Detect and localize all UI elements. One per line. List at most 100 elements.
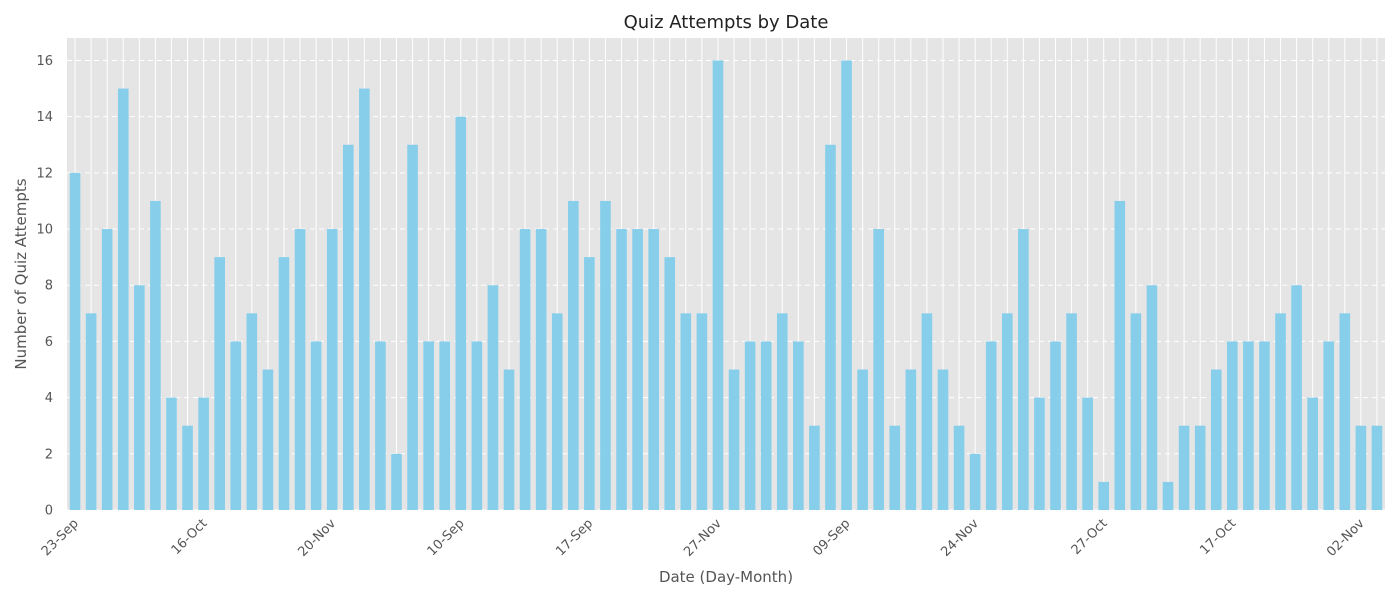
bar: [1194, 425, 1206, 510]
bar: [246, 313, 258, 510]
bar: [809, 425, 820, 510]
x-tick-label: 20-Nov: [295, 516, 339, 560]
bar: [471, 341, 483, 510]
y-tick-label: 16: [36, 54, 53, 69]
bar: [841, 60, 852, 510]
bar: [857, 369, 868, 510]
bar: [294, 229, 306, 511]
bar: [1275, 313, 1286, 510]
x-axis-label: Date (Day-Month): [659, 568, 793, 586]
bar: [150, 200, 161, 510]
x-tick-label: 02-Nov: [1324, 516, 1368, 560]
bar: [359, 88, 370, 510]
bar: [889, 425, 901, 510]
bar: [1355, 425, 1367, 510]
bar: [519, 229, 531, 511]
bar: [503, 369, 515, 510]
bar: [1034, 397, 1045, 510]
bar: [1001, 313, 1013, 510]
bar: [696, 313, 708, 510]
bar: [1146, 285, 1158, 510]
bar: [230, 341, 242, 510]
bar: [1018, 229, 1029, 511]
bar: [776, 313, 788, 510]
bar: [584, 257, 595, 510]
x-tick-label: 27-Oct: [1069, 516, 1111, 558]
bar: [487, 285, 499, 510]
bar: [101, 229, 113, 511]
x-tick-label: 23-Sep: [39, 516, 82, 559]
x-tick-label: 27-Nov: [681, 516, 725, 560]
bar: [600, 200, 611, 510]
bar: [632, 229, 643, 511]
y-tick-label: 4: [45, 391, 53, 406]
y-tick-label: 14: [36, 110, 53, 125]
bar: [407, 144, 418, 510]
bar: [728, 369, 740, 510]
bar: [985, 341, 997, 510]
bar: [873, 229, 884, 511]
bar: [214, 257, 225, 510]
bar: [423, 341, 434, 510]
bar: [905, 369, 917, 510]
bar: [921, 313, 933, 510]
bar: [1339, 313, 1351, 510]
bar: [712, 60, 724, 510]
bar: [1178, 425, 1190, 510]
bar: [117, 88, 129, 510]
bar: [1114, 200, 1126, 510]
x-tick-label: 17-Sep: [553, 516, 596, 559]
bar: [182, 425, 193, 510]
bar: [1371, 425, 1383, 510]
bar: [551, 313, 563, 510]
bar: [760, 341, 772, 510]
bar: [85, 313, 97, 510]
bar: [937, 369, 949, 510]
y-axis-ticks: 0 2 4 6 8 10 12 14 16: [36, 54, 53, 519]
bar: [680, 313, 692, 510]
bar: [342, 144, 354, 510]
bar: [198, 397, 209, 510]
x-tick-label: 09-Sep: [810, 516, 853, 559]
x-axis-ticks: 23-Sep 16-Oct 20-Nov 10-Sep 17-Sep 27-Nov 09-S…: [39, 516, 1368, 560]
bar: [1130, 313, 1142, 510]
bar: [1227, 341, 1238, 510]
bar: [166, 397, 177, 510]
bar: [1243, 341, 1254, 510]
bar: [664, 257, 676, 510]
y-tick-label: 6: [45, 335, 53, 350]
bar: [1050, 341, 1061, 510]
bar: [616, 229, 627, 511]
bar: [648, 229, 659, 511]
x-tick-label: 17-Oct: [1197, 516, 1239, 558]
y-tick-label: 10: [36, 223, 53, 238]
bar: [326, 229, 338, 511]
x-tick-label: 10-Sep: [425, 516, 468, 559]
y-tick-label: 0: [45, 504, 53, 519]
bar: [262, 369, 274, 510]
bar: [391, 453, 402, 510]
bar: [1259, 341, 1270, 510]
bar: [1210, 369, 1222, 510]
bar: [1291, 285, 1302, 510]
bar: [1082, 397, 1093, 510]
bar: [134, 285, 145, 510]
bar: [439, 341, 451, 510]
y-tick-label: 12: [36, 166, 53, 181]
bar: [375, 341, 386, 510]
bar: [568, 200, 579, 510]
bar: [1066, 313, 1077, 510]
bar: [535, 229, 547, 511]
bar: [1307, 397, 1318, 510]
bar: [69, 172, 81, 511]
bar: [793, 341, 804, 510]
bar: [310, 341, 322, 510]
bar: [953, 425, 965, 510]
bar: [455, 116, 467, 511]
bar: [744, 341, 756, 510]
y-axis-label: Number of Quiz Attempts: [12, 178, 30, 369]
y-tick-label: 8: [45, 279, 53, 294]
bar: [1323, 341, 1335, 510]
